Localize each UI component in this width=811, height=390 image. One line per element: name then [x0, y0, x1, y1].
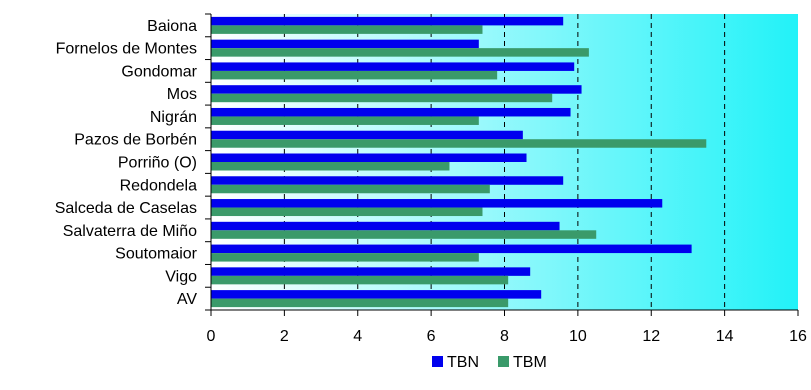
- bar-tbn-2: [211, 62, 575, 71]
- x-tick-label-8: 16: [789, 328, 807, 345]
- bar-tbn-5: [211, 130, 523, 140]
- category-label-0: Baiona: [147, 18, 197, 35]
- bar-tbn-10: [211, 244, 692, 254]
- bar-tbn-0: [211, 16, 564, 26]
- bar-tbm-8: [211, 207, 483, 217]
- legend-label-tbn: TBN: [447, 354, 479, 371]
- bar-tbn-9: [211, 221, 560, 231]
- category-label-4: Nigrán: [150, 109, 197, 126]
- category-label-1: Fornelos de Montes: [56, 41, 197, 58]
- bar-tbm-11: [211, 275, 509, 285]
- category-label-8: Salceda de Caselas: [55, 200, 197, 217]
- bar-tbm-4: [211, 116, 479, 125]
- x-tick-label-0: 0: [207, 328, 216, 345]
- axes: [205, 13, 799, 316]
- x-tick-label-6: 12: [642, 328, 660, 345]
- bar-tbn-4: [211, 107, 571, 117]
- category-label-2: Gondomar: [121, 63, 197, 80]
- bar-tbm-1: [211, 48, 589, 57]
- bar-tbn-12: [211, 290, 542, 299]
- x-tick-label-7: 14: [716, 328, 734, 345]
- legend-swatch-tbm: [498, 356, 509, 367]
- category-label-3: Mos: [167, 86, 197, 103]
- x-tick-label-1: 2: [280, 328, 289, 345]
- category-label-9: Salvaterra de Miño: [63, 223, 197, 240]
- bar-tbm-5: [211, 139, 707, 148]
- bar-tbm-9: [211, 230, 597, 239]
- bars: [211, 16, 707, 308]
- bar-tbm-0: [211, 25, 483, 34]
- category-label-11: Vigo: [165, 268, 197, 285]
- legend-label-tbm: TBM: [513, 354, 547, 371]
- category-label-6: Porriño (O): [118, 155, 197, 172]
- bar-tbn-7: [211, 176, 564, 185]
- category-label-12: AV: [177, 291, 197, 308]
- bar-tbm-7: [211, 184, 490, 194]
- bar-tbm-6: [211, 162, 450, 171]
- x-tick-label-5: 10: [569, 328, 587, 345]
- legend: TBN TBM: [432, 354, 547, 371]
- category-label-7: Redondela: [120, 177, 198, 194]
- bar-tbn-6: [211, 153, 527, 162]
- bar-tbn-3: [211, 85, 582, 94]
- legend-swatch-tbn: [432, 356, 443, 367]
- bar-tbm-3: [211, 93, 553, 103]
- axis-labels: Baiona Fornelos de Montes Gondomar Mos Nigrá…: [55, 18, 807, 345]
- category-label-10: Soutomaior: [115, 246, 197, 263]
- x-tick-label-2: 4: [353, 328, 362, 345]
- bar-tbm-12: [211, 298, 509, 308]
- bar-tbn-1: [211, 39, 479, 49]
- x-tick-label-3: 6: [427, 328, 436, 345]
- bar-tbm-2: [211, 70, 498, 80]
- x-tick-label-4: 8: [500, 328, 509, 345]
- bar-tbn-11: [211, 267, 531, 276]
- bar-tbn-8: [211, 199, 663, 208]
- category-label-5: Pazos de Borbén: [74, 132, 197, 149]
- bar-tbm-10: [211, 253, 479, 262]
